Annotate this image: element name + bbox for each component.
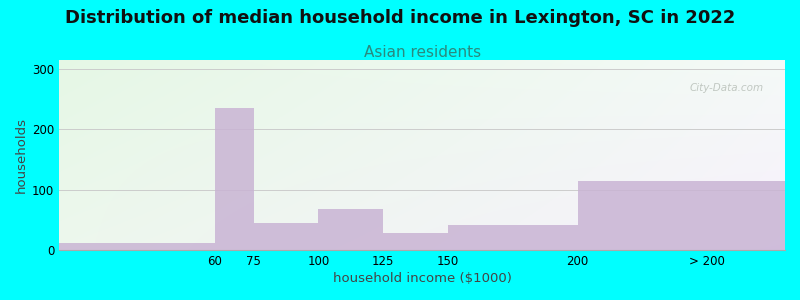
Bar	[318, 209, 383, 250]
Bar	[254, 223, 318, 250]
Bar	[448, 225, 578, 250]
X-axis label: household income ($1000): household income ($1000)	[333, 272, 511, 285]
Text: City-Data.com: City-Data.com	[689, 83, 763, 93]
Y-axis label: households: households	[15, 117, 28, 193]
Bar	[59, 243, 214, 250]
Bar	[383, 233, 448, 250]
Title: Asian residents: Asian residents	[363, 45, 481, 60]
Bar	[578, 181, 785, 250]
Bar	[214, 108, 254, 250]
Text: Distribution of median household income in Lexington, SC in 2022: Distribution of median household income …	[65, 9, 735, 27]
